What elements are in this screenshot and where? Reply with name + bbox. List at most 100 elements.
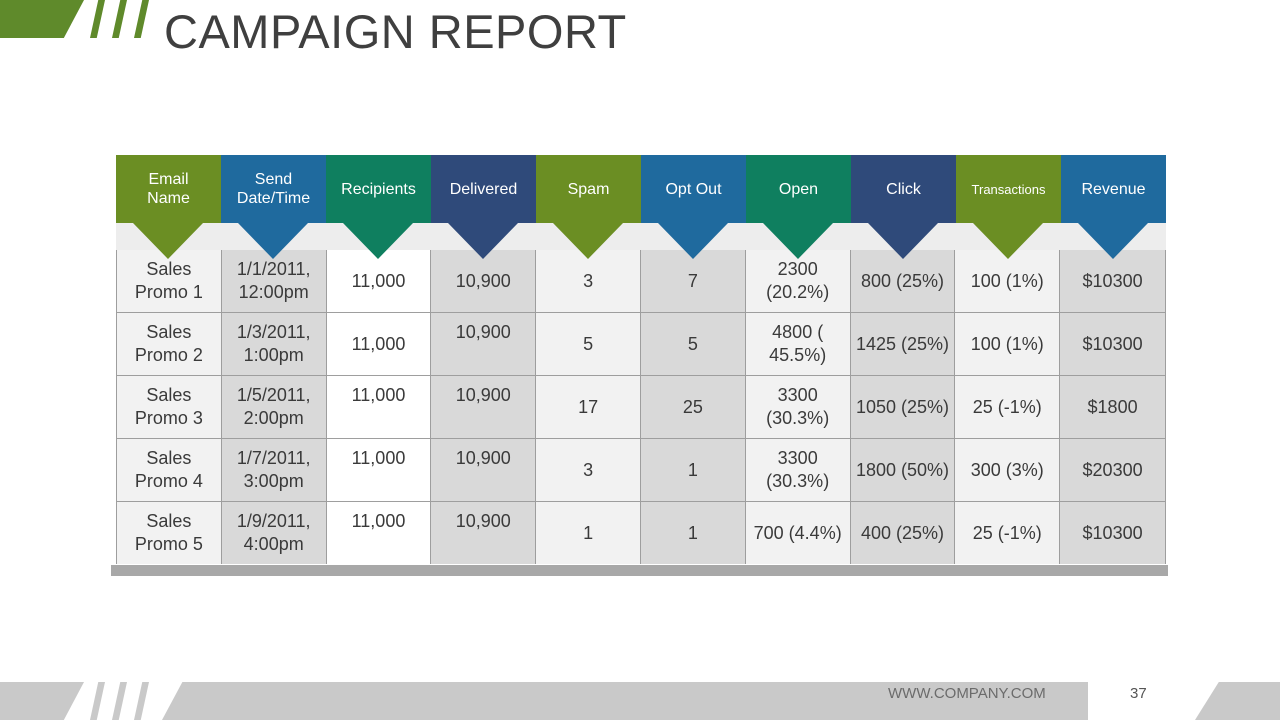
column-header-transactions: Transactions: [956, 155, 1061, 259]
footer-right-accent: [1195, 682, 1280, 720]
header-arrow-pointer: [973, 223, 1043, 259]
cell-opt-out: 25: [640, 376, 746, 438]
cell-recipients: 11,000: [326, 250, 432, 312]
cell-open: 700 (4.4%): [745, 502, 851, 564]
column-header-label: Click: [886, 180, 921, 198]
column-header-label: Revenue: [1081, 180, 1146, 198]
cell-spam: 1: [536, 502, 641, 564]
cell-send-date-time: 1/9/2011, 4:00pm: [221, 502, 327, 564]
column-header-opt-out: Opt Out: [641, 155, 746, 259]
header-arrow-pointer: [238, 223, 308, 259]
cell-transactions: 100 (1%): [955, 250, 1061, 312]
cell-click: 800 (25%): [850, 250, 956, 312]
page-number: 37: [1130, 685, 1147, 702]
cell-opt-out: 5: [640, 313, 746, 375]
cell-send-date-time: 1/7/2011, 3:00pm: [221, 439, 327, 501]
cell-delivered: 10,900: [431, 250, 537, 312]
campaign-table: Email Name Send Date/Time Recipients Delivere…: [116, 155, 1166, 564]
header-arrow-pointer: [763, 223, 833, 259]
column-header-label: Send Date/Time: [236, 171, 311, 207]
cell-open: 3300 (30.3%): [745, 439, 851, 501]
footer-slash-1: [90, 682, 105, 720]
table-header-row: Email Name Send Date/Time Recipients Delivere…: [116, 155, 1166, 259]
cell-spam: 5: [536, 313, 641, 375]
column-header-revenue: Revenue: [1061, 155, 1166, 259]
column-header-label: Delivered: [449, 180, 518, 198]
page-title: CAMPAIGN REPORT: [164, 5, 627, 58]
column-header-click: Click: [851, 155, 956, 259]
table-row: Sales Promo 1 1/1/2011, 12:00pm 11,000 10,9…: [117, 250, 1165, 313]
column-header-open: Open: [746, 155, 851, 259]
cell-recipients: 11,000: [326, 439, 432, 501]
header-arrow-pointer: [133, 223, 203, 259]
cell-open: 2300 (20.2%): [745, 250, 851, 312]
cell-click: 1425 (25%): [850, 313, 956, 375]
header-slash-3: [134, 0, 149, 38]
cell-send-date-time: 1/1/2011, 12:00pm: [221, 250, 327, 312]
cell-recipients: 11,000: [326, 376, 432, 438]
footer-slash-2: [112, 682, 127, 720]
cell-revenue: $1800: [1060, 376, 1165, 438]
cell-click: 1050 (25%): [850, 376, 956, 438]
table-row: Sales Promo 2 1/3/2011, 1:00pm 11,000 10,90…: [117, 313, 1165, 376]
column-header-label: Transactions: [971, 181, 1046, 197]
cell-opt-out: 7: [640, 250, 746, 312]
table-row: Sales Promo 5 1/9/2011, 4:00pm 11,000 10,90…: [117, 502, 1165, 564]
cell-recipients: 11,000: [326, 502, 432, 564]
cell-revenue: $10300: [1060, 502, 1165, 564]
cell-delivered: 10,900: [431, 439, 537, 501]
footer-slash-3: [134, 682, 149, 720]
cell-click: 1800 (50%): [850, 439, 956, 501]
cell-transactions: 300 (3%): [955, 439, 1061, 501]
cell-delivered: 10,900: [431, 502, 537, 564]
header-slash-1: [90, 0, 105, 38]
cell-send-date-time: 1/3/2011, 1:00pm: [221, 313, 327, 375]
cell-email-name: Sales Promo 5: [117, 502, 222, 564]
column-header-send-date-time: Send Date/Time: [221, 155, 326, 259]
cell-revenue: $20300: [1060, 439, 1165, 501]
table-body: Sales Promo 1 1/1/2011, 12:00pm 11,000 10,9…: [116, 250, 1166, 564]
cell-open: 4800 ( 45.5%): [745, 313, 851, 375]
cell-spam: 3: [536, 439, 641, 501]
table-bottom-shadow: [111, 565, 1168, 576]
header-arrow-pointer: [553, 223, 623, 259]
cell-send-date-time: 1/5/2011, 2:00pm: [221, 376, 327, 438]
cell-transactions: 25 (-1%): [955, 502, 1061, 564]
header-arrow-pointer: [868, 223, 938, 259]
cell-revenue: $10300: [1060, 250, 1165, 312]
header-arrow-pointer: [658, 223, 728, 259]
column-header-label: Email Name: [147, 171, 190, 207]
column-header-label: Spam: [567, 180, 610, 198]
table-row: Sales Promo 4 1/7/2011, 3:00pm 11,000 10,90…: [117, 439, 1165, 502]
cell-delivered: 10,900: [431, 313, 537, 375]
cell-email-name: Sales Promo 3: [117, 376, 222, 438]
cell-delivered: 10,900: [431, 376, 537, 438]
cell-transactions: 25 (-1%): [955, 376, 1061, 438]
column-header-email-name: Email Name: [116, 155, 221, 259]
column-header-recipients: Recipients: [326, 155, 431, 259]
header-arrow-pointer: [1078, 223, 1148, 259]
cell-opt-out: 1: [640, 439, 746, 501]
cell-click: 400 (25%): [850, 502, 956, 564]
column-header-label: Recipients: [341, 180, 416, 198]
footer-accent-bar: [0, 682, 84, 720]
footer-band: [162, 682, 1088, 720]
cell-email-name: Sales Promo 2: [117, 313, 222, 375]
cell-revenue: $10300: [1060, 313, 1165, 375]
cell-open: 3300 (30.3%): [745, 376, 851, 438]
header-arrow-pointer: [448, 223, 518, 259]
table-row: Sales Promo 3 1/5/2011, 2:00pm 11,000 10,90…: [117, 376, 1165, 439]
column-header-spam: Spam: [536, 155, 641, 259]
cell-email-name: Sales Promo 1: [117, 250, 222, 312]
header-slash-2: [112, 0, 127, 38]
cell-opt-out: 1: [640, 502, 746, 564]
cell-email-name: Sales Promo 4: [117, 439, 222, 501]
column-header-delivered: Delivered: [431, 155, 536, 259]
cell-spam: 17: [536, 376, 641, 438]
header-accent-bar: [0, 0, 84, 38]
cell-recipients: 11,000: [326, 313, 432, 375]
cell-transactions: 100 (1%): [955, 313, 1061, 375]
column-header-label: Open: [778, 180, 819, 198]
footer-url: WWW.COMPANY.COM: [888, 685, 1046, 702]
header-arrow-pointer: [343, 223, 413, 259]
